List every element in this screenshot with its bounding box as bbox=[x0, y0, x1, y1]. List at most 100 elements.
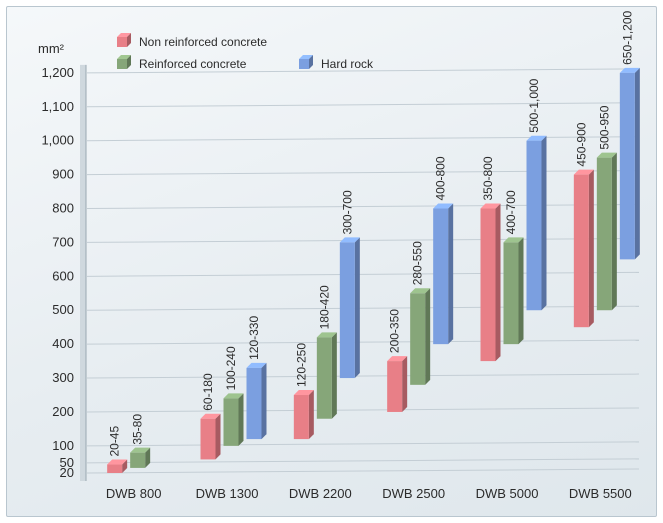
legend-swatch bbox=[299, 59, 309, 69]
bar-value-label: 300-700 bbox=[340, 190, 354, 234]
bar-side bbox=[215, 413, 221, 460]
bar-value-label: 100-240 bbox=[224, 346, 238, 390]
bar-top bbox=[130, 447, 151, 453]
bar-side bbox=[588, 169, 594, 328]
y-tick-label: 700 bbox=[52, 234, 74, 249]
legend-swatch-side bbox=[309, 55, 313, 69]
bar-value-label: 60-180 bbox=[201, 373, 215, 411]
bar-top bbox=[526, 135, 547, 141]
bar-top bbox=[200, 413, 221, 419]
x-category-label: DWB 2500 bbox=[382, 486, 445, 501]
gridline bbox=[86, 68, 640, 74]
bar bbox=[503, 242, 519, 345]
x-category-label: DWB 2200 bbox=[289, 486, 352, 501]
legend-swatch-side bbox=[127, 33, 131, 47]
legend-label: Reinforced concrete bbox=[139, 57, 247, 71]
bar-top bbox=[596, 152, 617, 158]
bar bbox=[410, 293, 426, 385]
y-tick-label: 600 bbox=[52, 268, 74, 283]
x-category-label: DWB 5000 bbox=[476, 486, 539, 501]
gridline bbox=[86, 458, 640, 464]
bar-value-label: 120-330 bbox=[247, 316, 261, 360]
legend-swatch-side bbox=[127, 55, 131, 69]
gridline bbox=[86, 441, 640, 447]
bar-top bbox=[293, 390, 314, 396]
gridline bbox=[86, 407, 640, 413]
y-tick-label: 500 bbox=[52, 302, 74, 317]
legend: Non reinforced concrete Reinforced concre… bbox=[117, 33, 374, 71]
y-tick-label: 800 bbox=[52, 201, 74, 216]
y-tick-label: 1,200 bbox=[41, 65, 74, 80]
y-tick-label: 20 bbox=[60, 465, 74, 480]
bar-top bbox=[387, 356, 408, 362]
bar bbox=[387, 361, 403, 412]
y-tick-label: 900 bbox=[52, 167, 74, 182]
gridline bbox=[86, 237, 640, 243]
bar-value-label: 35-80 bbox=[131, 414, 145, 445]
gridline bbox=[86, 136, 640, 142]
bar bbox=[200, 418, 216, 460]
bar-side bbox=[448, 203, 454, 345]
x-axis-categories: DWB 800 DWB 1300 DWB 2200 DWB 2500 DWB 5000 D… bbox=[106, 486, 632, 501]
bar-value-label: 400-700 bbox=[504, 190, 518, 234]
bar-side bbox=[238, 393, 244, 446]
bar-top bbox=[433, 203, 454, 209]
bar-top bbox=[107, 459, 128, 465]
bar-side bbox=[495, 203, 501, 362]
bar bbox=[596, 157, 612, 311]
gridline bbox=[86, 271, 640, 277]
bar-value-label: 120-250 bbox=[294, 343, 308, 387]
bar bbox=[526, 140, 542, 311]
gridline bbox=[86, 339, 640, 345]
chart-frame: mm² 20 50 100 200 300 400 500 600 700 800 900 1,000… bbox=[6, 6, 657, 517]
bar bbox=[316, 337, 332, 419]
y-tick-label: 400 bbox=[52, 336, 74, 351]
bar bbox=[480, 208, 496, 362]
bar-top bbox=[480, 203, 501, 209]
bar-side bbox=[308, 390, 314, 440]
bar-top bbox=[619, 67, 640, 73]
y-tick-label: 200 bbox=[52, 404, 74, 419]
gridline bbox=[86, 102, 640, 108]
bar-top bbox=[503, 237, 524, 243]
bar-side bbox=[145, 447, 151, 468]
x-category-label: DWB 5500 bbox=[569, 486, 632, 501]
bar bbox=[619, 72, 635, 260]
bar-side bbox=[331, 332, 337, 419]
bar bbox=[339, 242, 355, 379]
y-tick-label: 1,000 bbox=[41, 133, 74, 148]
bar bbox=[246, 367, 262, 440]
gridline bbox=[86, 468, 640, 474]
y-axis-unit: mm² bbox=[38, 41, 65, 56]
bar-top bbox=[573, 169, 594, 175]
bar-value-label: 280-550 bbox=[411, 241, 425, 285]
bar-side bbox=[402, 356, 408, 412]
bar-value-label: 180-420 bbox=[317, 285, 331, 329]
bar-side bbox=[634, 67, 640, 260]
bar-side bbox=[354, 237, 360, 379]
bar-side bbox=[518, 237, 524, 345]
bar-value-label: 500-950 bbox=[597, 105, 611, 149]
bar-top bbox=[339, 237, 360, 243]
gridline bbox=[86, 305, 640, 311]
bar-side bbox=[261, 362, 267, 440]
legend-swatch-top bbox=[117, 33, 131, 37]
bar-value-label: 450-900 bbox=[574, 122, 588, 166]
bars bbox=[107, 67, 640, 473]
bar bbox=[107, 464, 123, 473]
bar-top bbox=[246, 362, 267, 368]
bar-side bbox=[541, 135, 547, 311]
legend-swatch bbox=[117, 59, 127, 69]
x-category-label: DWB 800 bbox=[106, 486, 162, 501]
bar-side bbox=[611, 152, 617, 311]
bar bbox=[130, 452, 146, 468]
gridline bbox=[86, 373, 640, 379]
legend-label: Non reinforced concrete bbox=[139, 35, 267, 49]
legend-swatch bbox=[117, 37, 127, 47]
value-labels: 20-45 35-80 60-180 100-240 120-330 120-250 180… bbox=[108, 10, 635, 456]
bar-value-label: 200-350 bbox=[388, 309, 402, 353]
y-tick-label: 1,100 bbox=[41, 99, 74, 114]
gridlines bbox=[86, 68, 640, 474]
